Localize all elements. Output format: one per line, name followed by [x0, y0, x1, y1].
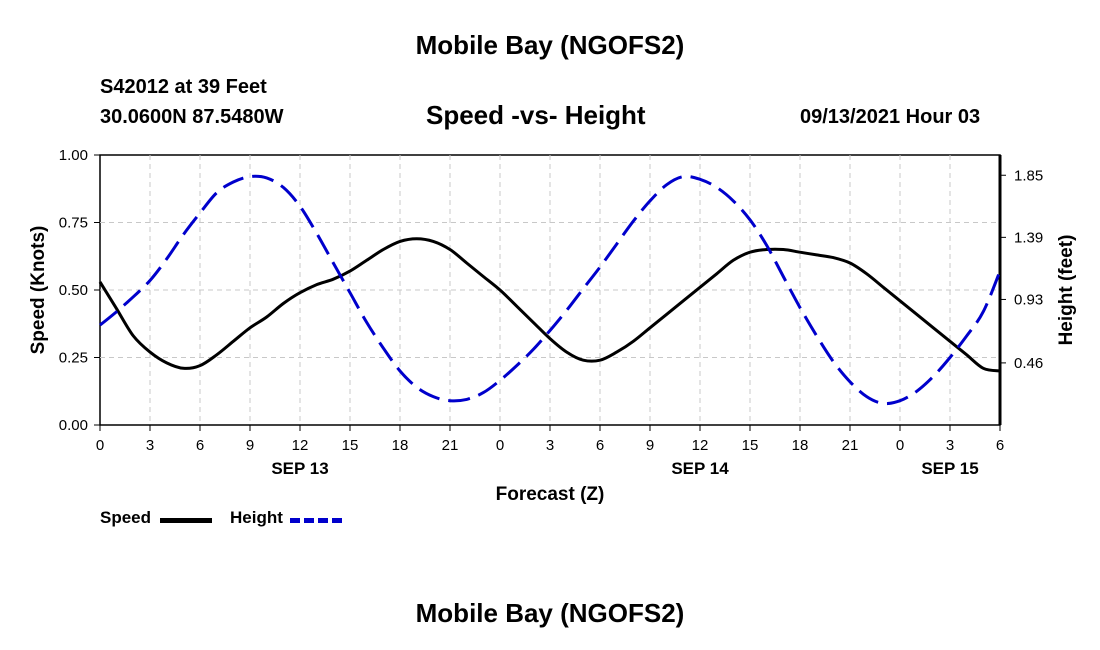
x-tick-label: 6: [596, 437, 604, 454]
x-tick-label: 6: [996, 437, 1004, 454]
date-label: SEP 14: [671, 459, 729, 478]
x-tick-label: 18: [392, 437, 409, 454]
x-tick-label: 9: [646, 437, 654, 454]
y-right-axis-title: Height (feet): [1056, 235, 1077, 346]
x-tick-label: 21: [842, 437, 859, 454]
y-left-tick-label: 0.50: [59, 282, 88, 299]
x-tick-label: 3: [146, 437, 154, 454]
coordinates-label: 30.0600N 87.5480W: [100, 106, 284, 128]
station-label: S42012 at 39 Feet: [100, 76, 267, 98]
y-left-tick-label: 0.00: [59, 417, 88, 434]
legend-speed-label: Speed: [100, 508, 152, 527]
date-label: SEP 13: [271, 459, 328, 478]
y-right-tick-label: 0.46: [1014, 355, 1043, 372]
x-tick-label: 0: [496, 437, 504, 454]
y-right-tick-label: 0.93: [1014, 291, 1043, 308]
x-tick-label: 12: [692, 437, 709, 454]
y-left-axis-title: Speed (Knots): [28, 226, 49, 355]
legend-height-swatch: [290, 518, 342, 523]
y-left-tick-label: 0.75: [59, 215, 88, 232]
legend-height-label: Height: [230, 508, 283, 527]
y-right-tick-label: 1.39: [1014, 229, 1043, 246]
x-tick-label: 6: [196, 437, 204, 454]
x-tick-label: 3: [546, 437, 554, 454]
legend-speed-swatch: [160, 518, 212, 523]
x-tick-label: 0: [96, 437, 104, 454]
date-label: SEP 15: [921, 459, 978, 478]
x-tick-label: 9: [246, 437, 254, 454]
y-left-tick-label: 0.25: [59, 350, 88, 367]
y-right-tick-label: 1.85: [1014, 167, 1043, 184]
footer-title: Mobile Bay (NGOFS2): [415, 598, 685, 628]
forecast-timestamp: 09/13/2021 Hour 03: [800, 106, 981, 128]
x-tick-label: 3: [946, 437, 954, 454]
x-tick-label: 21: [442, 437, 459, 454]
x-tick-label: 12: [292, 437, 309, 454]
x-tick-label: 15: [342, 437, 359, 454]
x-axis-title: Forecast (Z): [496, 484, 605, 505]
series-line-height: [99, 174, 1002, 406]
x-tick-label: 15: [742, 437, 759, 454]
x-tick-label: 0: [896, 437, 904, 454]
chart-subtitle: Speed -vs- Height: [426, 100, 646, 130]
series-line-speed: [98, 237, 1001, 373]
chart-title: Mobile Bay (NGOFS2): [415, 30, 685, 60]
y-left-tick-label: 1.00: [59, 147, 88, 164]
x-tick-label: 18: [792, 437, 809, 454]
